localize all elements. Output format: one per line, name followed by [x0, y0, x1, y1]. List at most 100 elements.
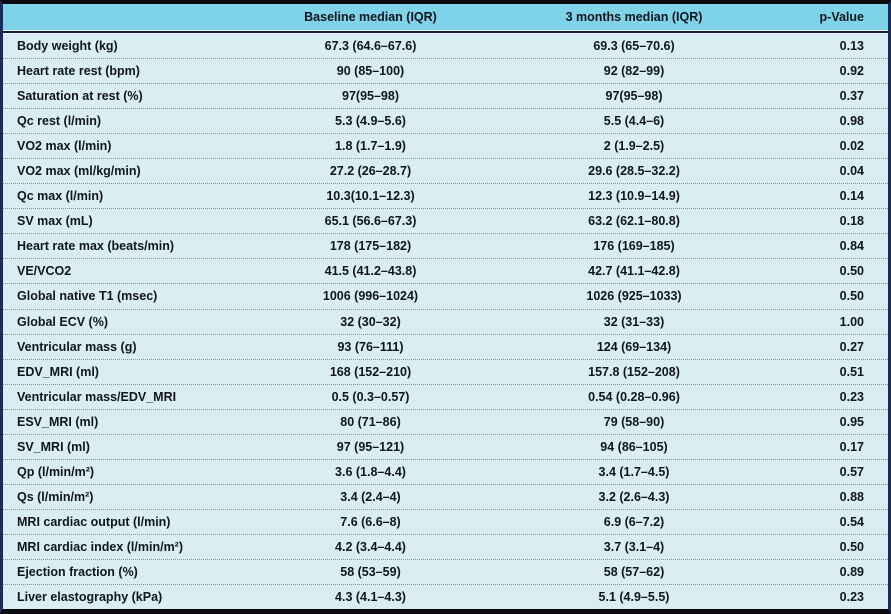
baseline-value: 3.4 (2.4–4) [340, 489, 401, 504]
p-value: 0.89 [839, 565, 864, 579]
row-label: Heart rate rest (bpm) [17, 64, 140, 79]
row-label: VO2 max (ml/kg/min) [17, 164, 141, 179]
baseline-value: 10.3(10.1–12.3) [326, 189, 415, 204]
baseline-value: 97(95–98) [342, 89, 399, 104]
three-months-value: 69.3 (65–70.6) [593, 39, 675, 54]
table-row: Qc rest (l/min) 5.3 (4.9–5.6) 5.5 (4.4–6… [3, 108, 888, 134]
row-label: MRI cardiac output (l/min) [17, 514, 171, 529]
table-row: Heart rate max (beats/min) 178 (175–182)… [3, 233, 888, 259]
baseline-value: 93 (76–111) [337, 339, 404, 354]
header-p-value: p-Value [819, 10, 864, 24]
three-months-value: 29.6 (28.5–32.2) [588, 164, 680, 179]
baseline-value: 5.3 (4.9–5.6) [335, 114, 406, 129]
p-value: 0.02 [839, 139, 864, 154]
table-row: SV_MRI (ml) 97 (95–121) 94 (86–105) 0.17 [3, 433, 888, 459]
table-header-row: Baseline median (IQR) 3 months median (I… [3, 4, 888, 30]
table-row: Qs (l/min/m²) 3.4 (2.4–4) 3.2 (2.6–4.3) … [3, 483, 888, 509]
header-separator [3, 30, 888, 34]
p-value: 1.00 [839, 314, 864, 329]
three-months-value: 5.5 (4.4–6) [603, 114, 665, 129]
p-value: 0.50 [839, 289, 864, 304]
three-months-value: 92 (82–99) [603, 64, 665, 79]
table-row: EDV_MRI (ml) 168 (152–210) 157.8 (152–20… [3, 358, 888, 384]
baseline-value: 32 (30–32) [340, 314, 401, 329]
baseline-value: 41.5 (41.2–43.8) [324, 264, 417, 279]
three-months-value: 32 (31–33) [603, 314, 665, 329]
p-value: 0.88 [839, 489, 864, 504]
table-row: Ventricular mass (g) 93 (76–111) 124 (69… [3, 333, 888, 359]
row-label: MRI cardiac index (l/min/m²) [17, 539, 184, 554]
baseline-value: 67.3 (64.6–67.6) [324, 39, 417, 54]
three-months-value: 6.9 (6–7.2) [603, 514, 665, 529]
baseline-value: 4.2 (3.4–4.4) [335, 539, 406, 554]
row-label: Global ECV (%) [17, 314, 108, 329]
baseline-value: 58 (53–59) [340, 565, 401, 579]
three-months-value: 2 (1.9–2.5) [603, 139, 665, 154]
three-months-value: 58 (57–62) [603, 565, 665, 579]
table-row: SV max (mL) 65.1 (56.6–67.3) 63.2 (62.1–… [3, 208, 888, 234]
p-value: 0.14 [839, 189, 864, 204]
row-label: SV_MRI (ml) [17, 439, 90, 454]
row-label: Qc max (l/min) [17, 189, 104, 204]
table-row: Liver elastography (kPa) 4.3 (4.1–4.3) 5… [3, 584, 888, 610]
three-months-value: 63.2 (62.1–80.8) [588, 214, 680, 229]
row-label: Saturation at rest (%) [17, 89, 143, 104]
three-months-value: 94 (86–105) [600, 439, 668, 454]
table-row: Global ECV (%) 32 (30–32) 32 (31–33) 1.0… [3, 308, 888, 334]
table-row: Heart rate rest (bpm) 90 (85–100) 92 (82… [3, 58, 888, 84]
three-months-value: 12.3 (10.9–14.9) [588, 189, 680, 204]
row-label: VO2 max (l/min) [17, 139, 112, 154]
row-label: Ejection fraction (%) [17, 565, 138, 579]
p-value: 0.95 [839, 414, 864, 429]
header-baseline: Baseline median (IQR) [304, 10, 437, 24]
three-months-value: 0.54 (0.28–0.96) [588, 389, 680, 404]
row-label: Body weight (kg) [17, 39, 118, 54]
three-months-value: 97(95–98) [605, 89, 663, 104]
baseline-value: 1.8 (1.7–1.9) [335, 139, 406, 154]
table-row: Ventricular mass/EDV_MRI 0.5 (0.3–0.57) … [3, 383, 888, 409]
baseline-value: 0.5 (0.3–0.57) [331, 389, 410, 404]
baseline-value: 1006 (996–1024) [322, 289, 419, 304]
baseline-value: 178 (175–182) [329, 239, 412, 254]
p-value: 0.23 [839, 389, 864, 404]
table-row: Qc max (l/min) 10.3(10.1–12.3) 12.3 (10.… [3, 183, 888, 209]
table-row: Ejection fraction (%) 58 (53–59) 58 (57–… [3, 558, 888, 585]
p-value: 0.54 [839, 514, 864, 529]
three-months-value: 1026 (925–1033) [586, 289, 682, 304]
baseline-value: 65.1 (56.6–67.3) [324, 214, 417, 229]
p-value: 0.23 [839, 590, 864, 605]
table-row: Saturation at rest (%) 97(95–98) 97(95–9… [3, 83, 888, 109]
row-label: Qc rest (l/min) [17, 114, 102, 129]
three-months-value: 42.7 (41.1–42.8) [588, 264, 680, 279]
three-months-value: 3.7 (3.1–4) [603, 539, 665, 554]
p-value: 0.18 [839, 214, 864, 229]
table-row: Global native T1 (msec) 1006 (996–1024) … [3, 283, 888, 309]
p-value: 0.92 [839, 64, 864, 79]
three-months-value: 3.2 (2.6–4.3) [598, 489, 670, 504]
row-label: Qp (l/min/m²) [17, 464, 95, 479]
row-label: SV max (mL) [17, 214, 93, 229]
p-value: 0.27 [839, 339, 864, 354]
p-value: 0.57 [839, 464, 864, 479]
p-value: 0.17 [839, 439, 864, 454]
three-months-value: 157.8 (152–208) [588, 364, 680, 379]
p-value: 0.04 [839, 164, 864, 179]
baseline-value: 4.3 (4.1–4.3) [335, 590, 406, 605]
row-label: Global native T1 (msec) [17, 289, 158, 304]
row-label: ESV_MRI (ml) [17, 414, 99, 429]
three-months-value: 176 (169–185) [593, 239, 675, 254]
table-row: Qp (l/min/m²) 3.6 (1.8–4.4) 3.4 (1.7–4.5… [3, 458, 888, 484]
header-three-months: 3 months median (IQR) [565, 10, 703, 24]
p-value: 0.50 [839, 264, 864, 279]
row-label: EDV_MRI (ml) [17, 364, 99, 379]
row-label: Heart rate max (beats/min) [17, 239, 175, 254]
row-label: Liver elastography (kPa) [17, 590, 163, 605]
table-row: VO2 max (l/min) 1.8 (1.7–1.9) 2 (1.9–2.5… [3, 133, 888, 159]
table-row: ESV_MRI (ml) 80 (71–86) 79 (58–90) 0.95 [3, 408, 888, 434]
table-row: MRI cardiac index (l/min/m²) 4.2 (3.4–4.… [3, 533, 888, 559]
p-value: 0.50 [839, 539, 864, 554]
baseline-value: 27.2 (26–28.7) [329, 164, 412, 179]
baseline-value: 3.6 (1.8–4.4) [335, 464, 406, 479]
three-months-value: 124 (69–134) [596, 339, 672, 354]
